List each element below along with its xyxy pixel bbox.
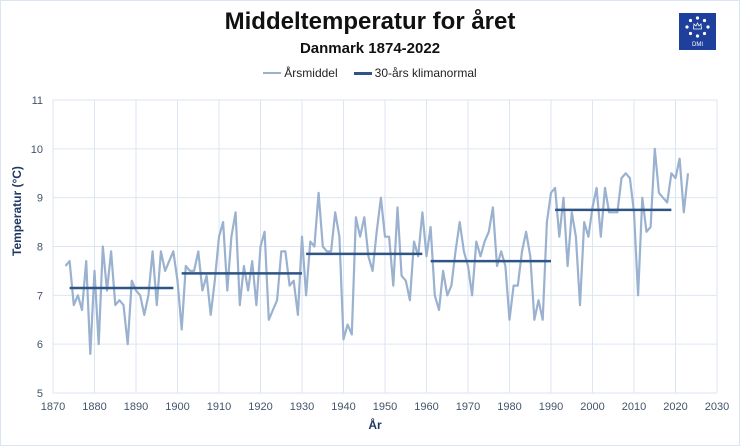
legend-item-arsmiddel: Årsmiddel xyxy=(263,66,338,80)
x-tick-label: 1920 xyxy=(248,401,272,413)
series-arsmiddel xyxy=(64,147,690,355)
x-tick-label: 1870 xyxy=(41,401,65,413)
grid xyxy=(52,99,718,394)
x-tick-label: 1910 xyxy=(207,401,231,413)
series-klimanormal xyxy=(69,208,672,290)
x-axis-label: År xyxy=(368,418,382,432)
x-tick-label: 1940 xyxy=(331,401,355,413)
line-arsmiddel xyxy=(64,147,690,355)
x-tick-label: 1930 xyxy=(290,401,314,413)
chart-title: Middeltemperatur for året xyxy=(224,8,516,35)
legend-swatch-klimanormal xyxy=(353,71,372,75)
x-tick-label: 1990 xyxy=(539,401,563,413)
x-tick-label: 2030 xyxy=(705,401,729,413)
dmi-logo-text: DMI xyxy=(692,42,703,48)
x-tick-label: 2020 xyxy=(663,401,687,413)
y-tick-label: 6 xyxy=(37,339,43,351)
y-tick-label: 9 xyxy=(37,193,43,205)
x-tick-label: 1880 xyxy=(82,401,106,413)
x-tick-label: 1890 xyxy=(124,401,148,413)
dmi-crown-icon: DMI xyxy=(685,16,710,48)
legend-label-klimanormal: 30-års klimanormal xyxy=(374,66,477,80)
x-tick-label: 2000 xyxy=(580,401,604,413)
y-tick-label: 11 xyxy=(32,95,43,107)
x-tick-labels: 1870 1880 1890 1900 1910 1920 1930 1940 1950 1960… xyxy=(41,401,729,413)
x-tick-label: 1900 xyxy=(165,401,189,413)
y-tick-label: 7 xyxy=(37,290,43,302)
y-tick-label: 5 xyxy=(37,388,43,400)
y-tick-label: 10 xyxy=(31,144,43,156)
legend: Årsmiddel 30-års klimanormal xyxy=(0,66,740,80)
y-tick-labels: 5 6 7 8 9 10 11 xyxy=(31,95,43,400)
x-tick-label: 1950 xyxy=(373,401,397,413)
x-tick-label: 1980 xyxy=(497,401,521,413)
legend-swatch-arsmiddel xyxy=(263,72,282,74)
y-axis-label: Temperatur (°C) xyxy=(10,166,24,256)
x-tick-label: 1960 xyxy=(414,401,438,413)
legend-label-arsmiddel: Årsmiddel xyxy=(284,66,338,80)
legend-item-klimanormal: 30-års klimanormal xyxy=(353,66,477,80)
x-tick-label: 1970 xyxy=(456,401,480,413)
chart-subtitle: Danmark 1874-2022 xyxy=(299,40,441,57)
y-tick-label: 8 xyxy=(37,242,43,254)
dmi-logo: DMI xyxy=(679,13,716,50)
x-tick-label: 2010 xyxy=(622,401,646,413)
